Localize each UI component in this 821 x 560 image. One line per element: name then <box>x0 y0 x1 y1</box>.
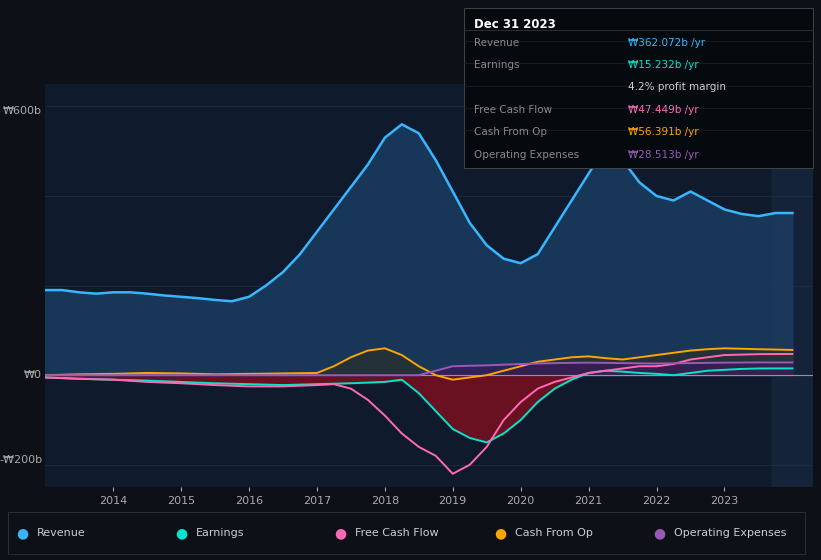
Bar <box>772 84 813 487</box>
Text: Free Cash Flow: Free Cash Flow <box>355 529 439 538</box>
Text: Earnings: Earnings <box>196 529 245 538</box>
Text: ₩600b: ₩600b <box>3 106 42 116</box>
Text: ₩15.232b /yr: ₩15.232b /yr <box>628 60 699 70</box>
Text: Cash From Op: Cash From Op <box>515 529 593 538</box>
Text: Dec 31 2023: Dec 31 2023 <box>474 18 556 31</box>
Text: ●: ● <box>494 526 506 540</box>
Text: ₩0: ₩0 <box>24 370 42 380</box>
Text: Free Cash Flow: Free Cash Flow <box>474 105 552 115</box>
Text: Revenue: Revenue <box>37 529 85 538</box>
Text: -₩200b: -₩200b <box>0 455 42 465</box>
Text: Cash From Op: Cash From Op <box>474 127 547 137</box>
Text: Operating Expenses: Operating Expenses <box>474 150 579 160</box>
Text: ₩47.449b /yr: ₩47.449b /yr <box>628 105 699 115</box>
Text: Earnings: Earnings <box>474 60 519 70</box>
Text: ●: ● <box>654 526 665 540</box>
Text: ●: ● <box>176 526 187 540</box>
Text: Revenue: Revenue <box>474 38 519 48</box>
Text: ●: ● <box>16 526 28 540</box>
Text: ₩362.072b /yr: ₩362.072b /yr <box>628 38 705 48</box>
Text: ₩56.391b /yr: ₩56.391b /yr <box>628 127 699 137</box>
Text: Operating Expenses: Operating Expenses <box>674 529 787 538</box>
Text: ₩28.513b /yr: ₩28.513b /yr <box>628 150 699 160</box>
Text: 4.2% profit margin: 4.2% profit margin <box>628 82 726 92</box>
Text: ●: ● <box>335 526 346 540</box>
